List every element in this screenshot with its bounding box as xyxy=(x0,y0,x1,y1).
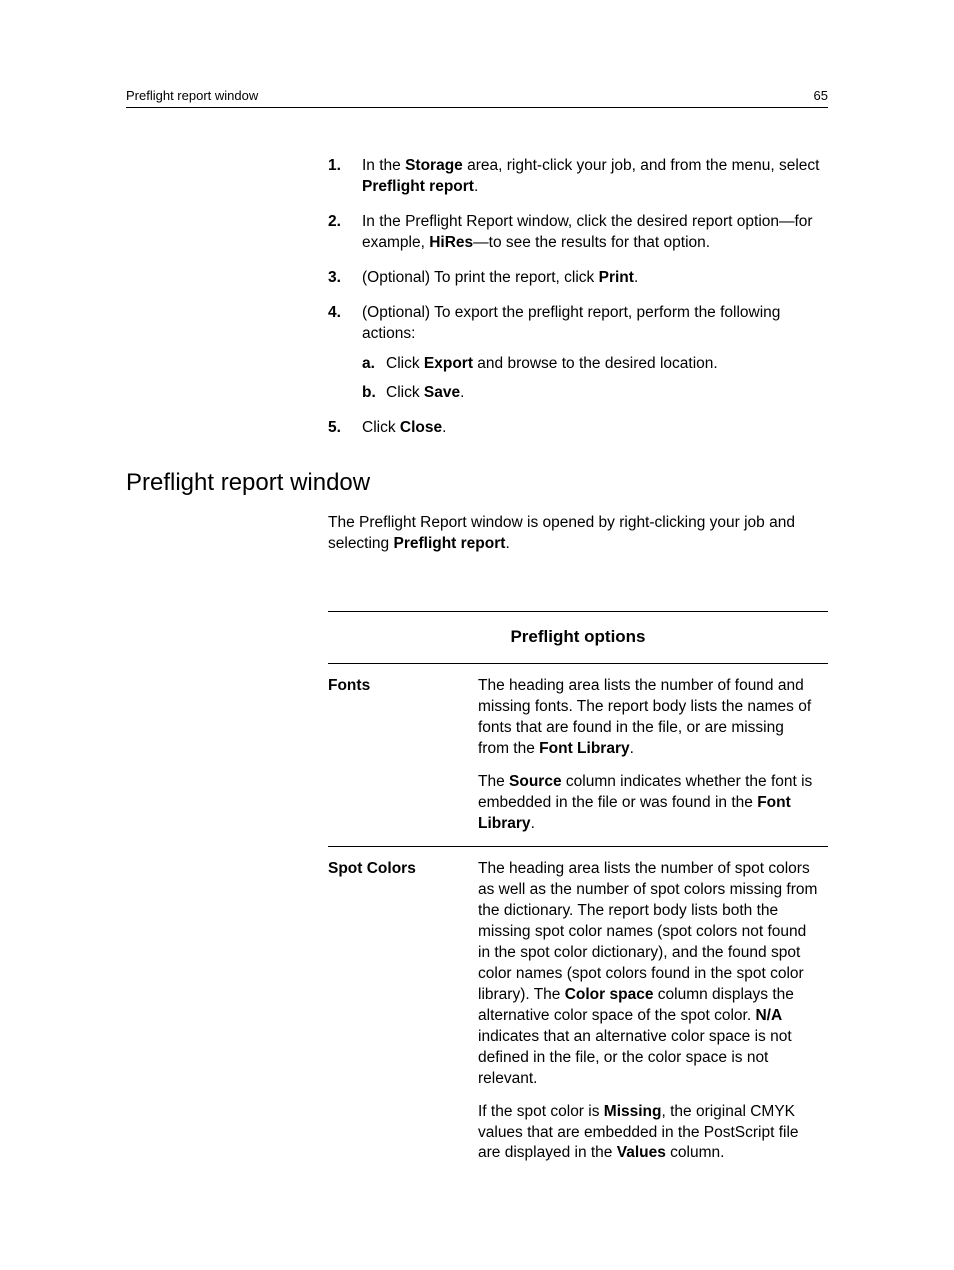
description-paragraph: If the spot color is Missing, the origin… xyxy=(478,1102,818,1165)
step-text: In the Preflight Report window, click th… xyxy=(362,213,813,251)
step-item: 3. (Optional) To print the report, click … xyxy=(328,268,828,289)
bold-text: Values xyxy=(617,1144,666,1161)
bold-text: Export xyxy=(424,355,473,372)
section-intro: The Preflight Report window is opened by… xyxy=(328,513,828,555)
substep-letter: a. xyxy=(362,354,375,375)
bold-text: Color space xyxy=(565,986,654,1003)
substep-text: Click Export and browse to the desired l… xyxy=(386,355,718,372)
description-paragraph: The Source column indicates whether the … xyxy=(478,772,818,835)
description-paragraph: The heading area lists the number of fou… xyxy=(478,676,818,760)
step-text: (Optional) To print the report, click Pr… xyxy=(362,269,638,286)
bold-text: Save xyxy=(424,384,460,401)
table-header: Preflight options xyxy=(328,612,828,664)
substep-item: b. Click Save. xyxy=(362,383,828,404)
bold-text: Font Library xyxy=(478,794,791,832)
bold-text: Close xyxy=(400,419,442,436)
bold-text: Missing xyxy=(604,1103,662,1120)
step-text: (Optional) To export the preflight repor… xyxy=(362,304,780,342)
step-number: 5. xyxy=(328,418,341,439)
header-left: Preflight report window xyxy=(126,88,258,103)
substep-letter: b. xyxy=(362,383,376,404)
preflight-options-table: Preflight options FontsThe heading area … xyxy=(328,611,828,1176)
step-number: 4. xyxy=(328,303,341,324)
running-header: Preflight report window 65 xyxy=(126,88,828,108)
description-paragraph: The heading area lists the number of spo… xyxy=(478,859,818,1089)
step-number: 1. xyxy=(328,156,341,177)
table-row: FontsThe heading area lists the number o… xyxy=(328,664,828,847)
steps-list: 1. In the Storage area, right-click your … xyxy=(328,156,828,439)
step-item: 1. In the Storage area, right-click your … xyxy=(328,156,828,198)
table-row: Spot ColorsThe heading area lists the nu… xyxy=(328,847,828,1176)
section-body: The Preflight Report window is opened by… xyxy=(328,513,828,1176)
bold-text: Source xyxy=(509,773,562,790)
section-heading: Preflight report window xyxy=(126,469,828,497)
step-number: 2. xyxy=(328,212,341,233)
bold-text: Preflight report xyxy=(362,178,474,195)
bold-text: Print xyxy=(599,269,634,286)
option-name: Spot Colors xyxy=(328,847,478,1176)
substep-text: Click Save. xyxy=(386,384,464,401)
step-text: Click Close. xyxy=(362,419,446,436)
substeps-list: a. Click Export and browse to the desired… xyxy=(362,354,828,404)
step-item: 4. (Optional) To export the preflight rep… xyxy=(328,303,828,405)
option-description: The heading area lists the number of fou… xyxy=(478,664,828,847)
step-item: 5. Click Close. xyxy=(328,418,828,439)
bold-text: HiRes xyxy=(429,234,473,251)
step-text: In the Storage area, right-click your jo… xyxy=(362,157,819,195)
bold-text: Font Library xyxy=(539,740,629,757)
header-page-number: 65 xyxy=(814,88,828,103)
step-number: 3. xyxy=(328,268,341,289)
step-item: 2. In the Preflight Report window, click … xyxy=(328,212,828,254)
option-description: The heading area lists the number of spo… xyxy=(478,847,828,1176)
content-column: 1. In the Storage area, right-click your … xyxy=(328,156,828,439)
bold-text: Storage xyxy=(405,157,463,174)
page: Preflight report window 65 1. In the Stor… xyxy=(0,0,954,1270)
option-name: Fonts xyxy=(328,664,478,847)
bold-text: N/A xyxy=(755,1007,782,1024)
bold-text: Preflight report xyxy=(393,535,505,552)
substep-item: a. Click Export and browse to the desired… xyxy=(362,354,828,375)
